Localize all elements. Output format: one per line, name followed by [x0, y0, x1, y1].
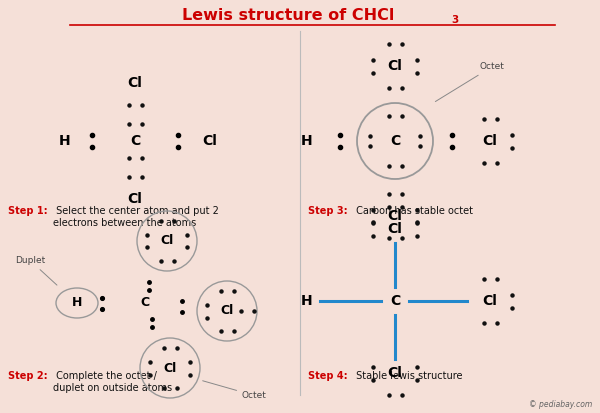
- Text: Step 4:: Step 4:: [308, 371, 347, 381]
- Text: Cl: Cl: [388, 222, 403, 236]
- Text: Complete the octet /
duplet on outside atoms: Complete the octet / duplet on outside a…: [53, 371, 172, 393]
- Text: Cl: Cl: [203, 134, 217, 148]
- Text: H: H: [301, 134, 313, 148]
- Text: Step 3:: Step 3:: [308, 206, 347, 216]
- Text: C: C: [390, 134, 400, 148]
- Text: Cl: Cl: [388, 209, 403, 223]
- Text: Cl: Cl: [482, 134, 497, 148]
- Text: H: H: [301, 294, 313, 308]
- Text: C: C: [130, 134, 140, 148]
- Text: Octet: Octet: [436, 62, 505, 102]
- Text: Duplet: Duplet: [15, 256, 57, 285]
- Text: Step 1:: Step 1:: [8, 206, 47, 216]
- Text: © pediabay.com: © pediabay.com: [529, 400, 592, 409]
- Text: Cl: Cl: [160, 235, 173, 247]
- Text: Cl: Cl: [388, 366, 403, 380]
- Text: Lewis structure of CHCl: Lewis structure of CHCl: [182, 9, 394, 24]
- Text: Carbon has stable octet: Carbon has stable octet: [353, 206, 473, 216]
- Text: Octet: Octet: [203, 381, 267, 400]
- Text: H: H: [72, 297, 82, 309]
- Text: Cl: Cl: [128, 76, 142, 90]
- Text: Stable lewis structure: Stable lewis structure: [353, 371, 463, 381]
- Text: Cl: Cl: [128, 192, 142, 206]
- Text: Select the center atom and put 2
electrons between the atoms: Select the center atom and put 2 electro…: [53, 206, 219, 228]
- Text: Cl: Cl: [163, 361, 176, 375]
- Text: C: C: [140, 297, 149, 309]
- Text: Cl: Cl: [388, 59, 403, 73]
- Text: Step 2:: Step 2:: [8, 371, 47, 381]
- Text: Cl: Cl: [220, 304, 233, 318]
- Text: H: H: [59, 134, 71, 148]
- Text: Cl: Cl: [482, 294, 497, 308]
- Text: C: C: [390, 294, 400, 308]
- Text: 3: 3: [451, 15, 458, 25]
